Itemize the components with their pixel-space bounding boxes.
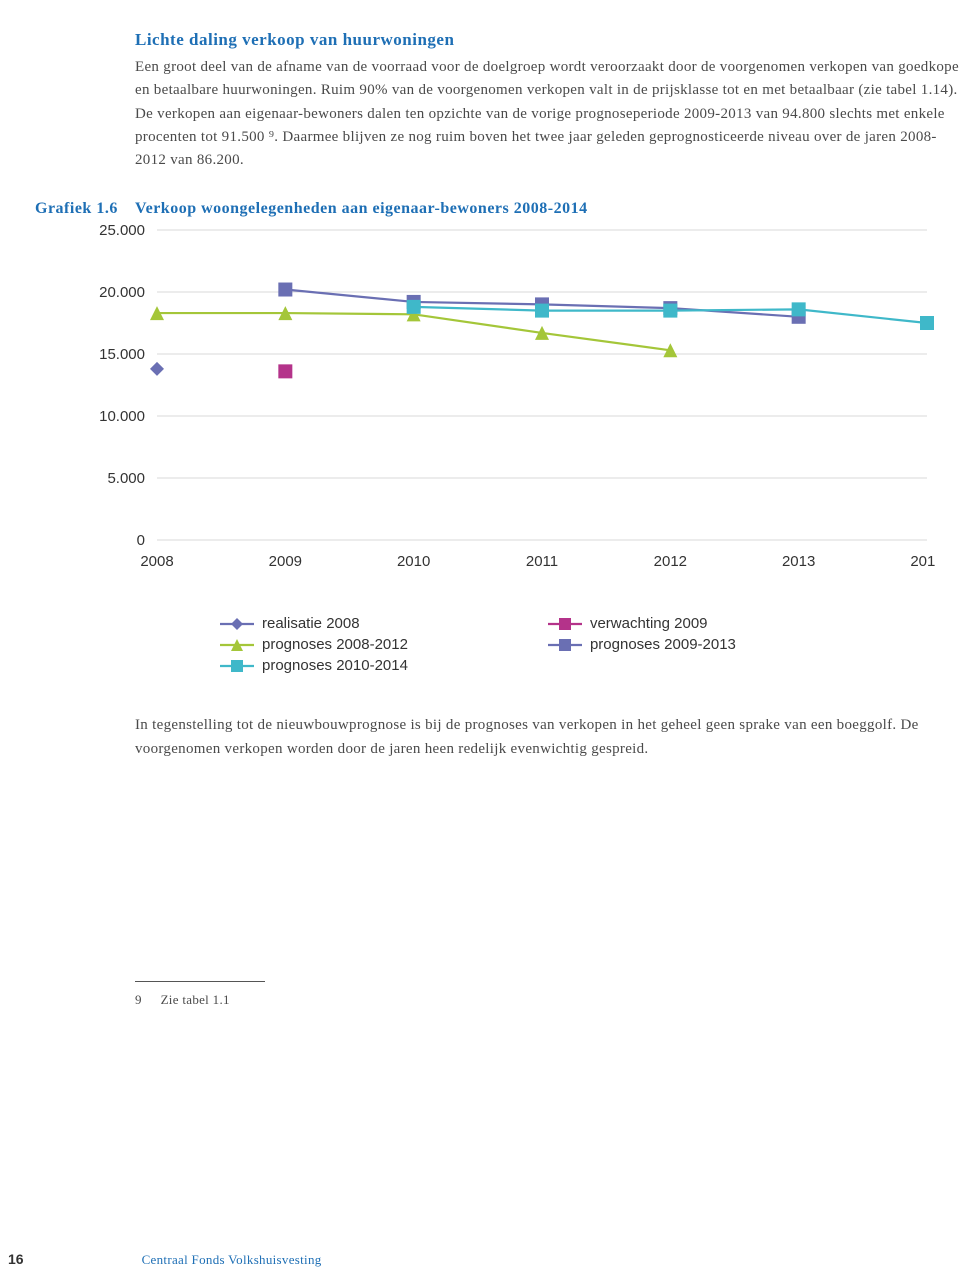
legend-marker-icon <box>220 637 254 653</box>
chart-label: Grafiek 1.6 <box>35 200 135 218</box>
svg-text:2014: 2014 <box>910 553 935 570</box>
legend-item: realisatie 2008 <box>220 615 408 632</box>
footer-org: Centraal Fonds Volkshuisvesting <box>142 1252 322 1268</box>
section-title: Lichte daling verkoop van huurwoningen <box>135 30 960 50</box>
page-number: 16 <box>8 1251 24 1267</box>
legend-label: prognoses 2008-2012 <box>262 636 408 653</box>
chart-container: 0 5.000 10.000 15.000 20.000 25.000 2008 2009 20… <box>65 220 960 674</box>
svg-text:10.000: 10.000 <box>99 408 145 425</box>
svg-text:2012: 2012 <box>654 553 687 570</box>
svg-text:5.000: 5.000 <box>107 470 145 487</box>
footnote: 9 Zie tabel 1.1 <box>135 992 960 1008</box>
svg-text:20.000: 20.000 <box>99 284 145 301</box>
legend-item: prognoses 2008-2012 <box>220 636 408 653</box>
footnote-rule <box>135 981 265 982</box>
footnote-number: 9 <box>135 992 157 1008</box>
svg-text:2011: 2011 <box>526 553 558 570</box>
page-footer: 16 Centraal Fonds Volkshuisvesting <box>0 1251 960 1268</box>
legend-label: prognoses 2010-2014 <box>262 657 408 674</box>
legend-item: prognoses 2010-2014 <box>220 657 408 674</box>
section-paragraph: Een groot deel van de afname van de voor… <box>135 56 960 172</box>
svg-text:0: 0 <box>137 532 145 549</box>
legend-marker-icon <box>220 658 254 674</box>
line-chart: 0 5.000 10.000 15.000 20.000 25.000 2008 2009 20… <box>65 220 935 600</box>
legend-label: realisatie 2008 <box>262 615 360 632</box>
svg-text:2009: 2009 <box>269 553 302 570</box>
svg-text:25.000: 25.000 <box>99 222 145 239</box>
svg-text:2013: 2013 <box>782 553 815 570</box>
svg-text:2008: 2008 <box>140 553 173 570</box>
legend-item: prognoses 2009-2013 <box>548 636 736 653</box>
legend-item: verwachting 2009 <box>548 615 736 632</box>
footnote-text: Zie tabel 1.1 <box>161 992 230 1007</box>
svg-text:2010: 2010 <box>397 553 430 570</box>
post-chart-paragraph: In tegenstelling tot de nieuwbouwprognos… <box>135 714 960 761</box>
legend-marker-icon <box>548 616 582 632</box>
chart-legend: realisatie 2008 prognoses 2008-2012 progno… <box>220 615 960 674</box>
chart-title: Verkoop woongelegenheden aan eigenaar-be… <box>135 200 588 218</box>
svg-text:15.000: 15.000 <box>99 346 145 363</box>
legend-label: verwachting 2009 <box>590 615 708 632</box>
legend-label: prognoses 2009-2013 <box>590 636 736 653</box>
legend-marker-icon <box>548 637 582 653</box>
legend-marker-icon <box>220 616 254 632</box>
